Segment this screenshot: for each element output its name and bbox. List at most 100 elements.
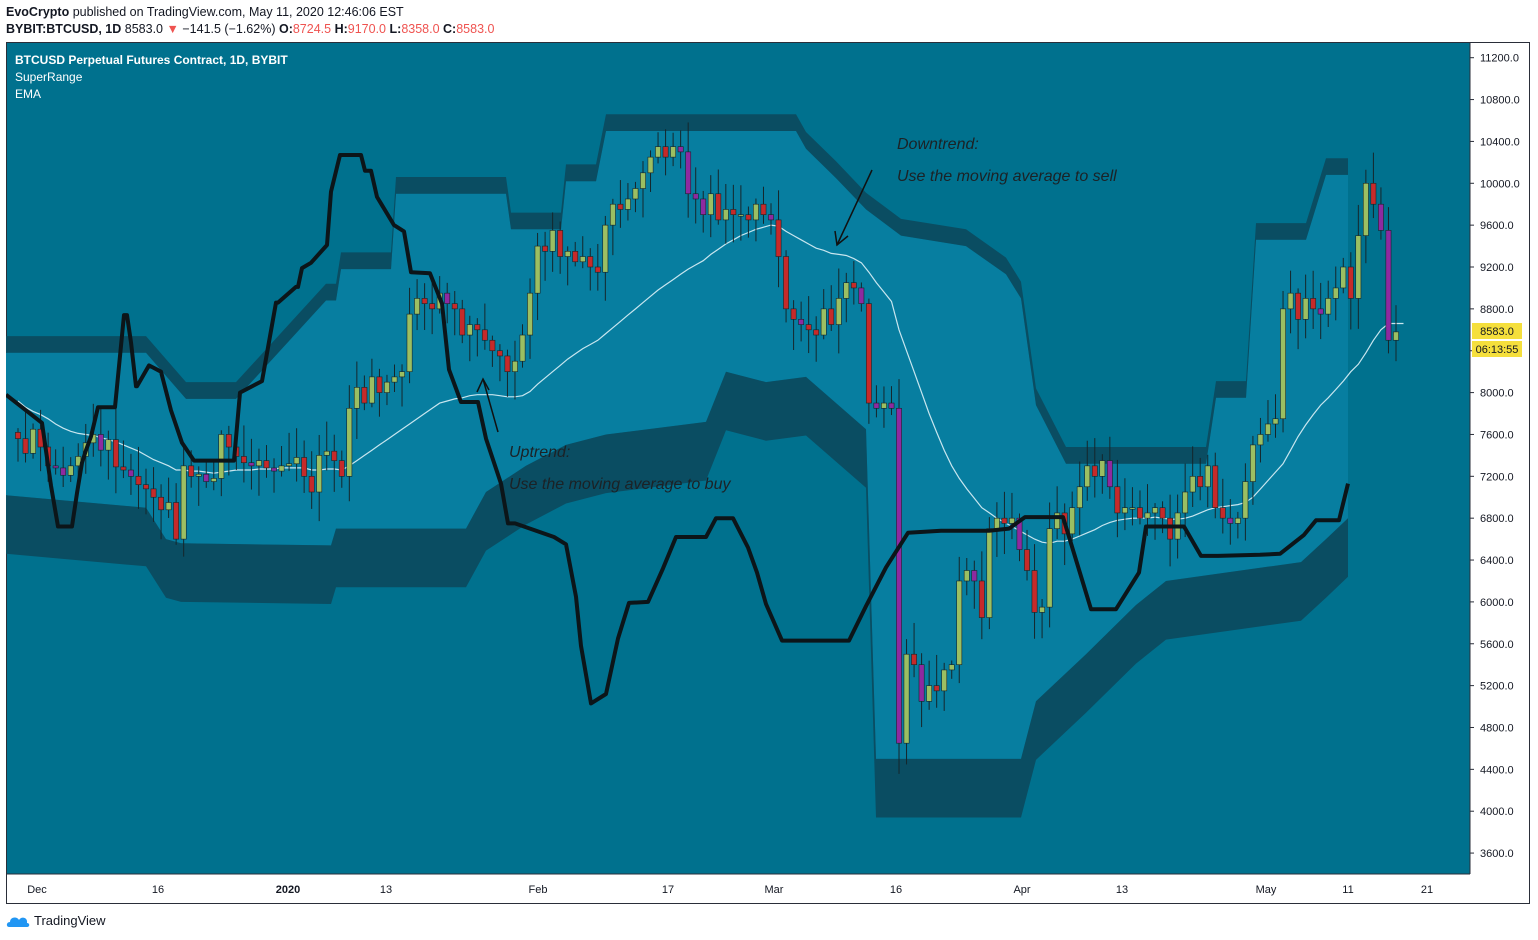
time-axis[interactable] (6, 874, 1530, 904)
indicator-superrange[interactable]: SuperRange (15, 70, 83, 84)
candle-body (1362, 182, 1369, 236)
publish-line: EvoCrypto published on TradingView.com, … (6, 5, 404, 19)
candle-body (1099, 460, 1106, 477)
superrange-band-fill (6, 131, 1348, 759)
time-tick-label: Mar (765, 884, 784, 896)
price-tick-label: 5200.0 (1480, 681, 1514, 693)
candle-body (1129, 507, 1136, 510)
candle-body (1340, 266, 1347, 289)
price-axis[interactable] (1470, 42, 1530, 874)
candle-body (1152, 507, 1158, 514)
time-tick-label: May (1256, 884, 1277, 896)
time-tick-label: 16 (890, 884, 902, 896)
candle-body (1016, 517, 1023, 550)
candle-body (602, 224, 609, 273)
candle-body (316, 455, 323, 493)
candle-body (918, 664, 925, 702)
candle-body (1265, 423, 1271, 435)
candle-body (625, 198, 631, 210)
candle-body (188, 465, 195, 477)
price-tick-label: 7600.0 (1480, 429, 1514, 441)
candle-body (30, 428, 36, 454)
candle-body (926, 685, 933, 702)
time-tick-label: 13 (380, 884, 392, 896)
candle-body (1122, 507, 1128, 514)
time-tick-label: 17 (662, 884, 674, 896)
price-tick-label: 5600.0 (1480, 639, 1514, 651)
candle-body (399, 371, 405, 378)
candle-body (346, 407, 353, 477)
candle-body (128, 469, 134, 477)
time-tick-label: 11 (1342, 884, 1353, 896)
candle-body (1091, 465, 1098, 477)
candle-body (873, 402, 880, 409)
time-tick-label: 21 (1421, 884, 1433, 896)
candles (15, 122, 1399, 774)
candle-body (685, 151, 692, 195)
candle-body (1106, 460, 1113, 488)
candle-body (1197, 476, 1204, 488)
ohlc-line: BYBIT:BTCUSD, 1D 8583.0 ▼ −141.5 (−1.62%… (6, 22, 494, 36)
candle-body (737, 214, 744, 217)
candle-body (768, 214, 774, 221)
candle-body (135, 476, 142, 485)
candle-body (587, 256, 594, 268)
candle-body (203, 473, 210, 482)
candle-body (504, 355, 511, 372)
chart-container[interactable]: Downtrend: Use the moving average to sel… (4, 42, 1530, 904)
author-name[interactable]: EvoCrypto (6, 5, 70, 19)
open-value: 8724.5 (292, 22, 332, 36)
price-tick-label: 6400.0 (1480, 555, 1514, 567)
candle-body (248, 462, 255, 467)
candle-body (572, 251, 579, 263)
candle-body (579, 256, 586, 263)
candle-body (429, 303, 436, 310)
price-chart[interactable]: Downtrend: Use the moving average to sel… (4, 42, 1530, 904)
candle-body (986, 528, 993, 618)
candle-body (1076, 486, 1083, 509)
candle-body (1114, 486, 1121, 514)
candle-body (1009, 517, 1015, 524)
price-tick-label: 6800.0 (1480, 513, 1514, 525)
supertrend-line (4, 153, 1350, 706)
candle-body (1310, 298, 1317, 310)
candle-body (225, 434, 232, 448)
price-tick-label: 7200.0 (1480, 471, 1514, 483)
candle-body (1001, 517, 1008, 524)
high-value: 9170.0 (347, 22, 387, 36)
candle-body (753, 203, 759, 221)
candle-body (1189, 476, 1196, 493)
candle-body (52, 465, 59, 469)
change-arrow-icon: ▼ (166, 22, 179, 36)
price-tick-label: 6000.0 (1480, 597, 1514, 609)
candle-body (655, 146, 661, 158)
candle-body (1370, 182, 1377, 205)
candle-body (384, 381, 390, 393)
candle-body (466, 324, 473, 336)
open-label: O: (278, 22, 293, 36)
indicator-ema[interactable]: EMA (15, 87, 41, 101)
candle-body (843, 282, 850, 299)
last-price-tag-text: 8583.0 (1480, 326, 1514, 338)
candle-body (798, 319, 805, 325)
candle-body (241, 456, 247, 464)
candle-body (1046, 528, 1053, 608)
candle-body (1347, 266, 1354, 299)
candle-body (60, 467, 67, 476)
candle-body (1295, 292, 1301, 320)
countdown-tag-text: 06:13:55 (1476, 344, 1519, 356)
candle-body (165, 502, 172, 511)
candle-body (745, 214, 752, 221)
candle-body (783, 256, 789, 310)
candle-body (263, 460, 270, 469)
uptrend-arrow (476, 377, 499, 433)
candle-body (632, 188, 639, 200)
footer-brand[interactable]: TradingView (34, 913, 106, 928)
tradingview-logo-icon (6, 917, 30, 927)
price-tick-label: 11200.0 (1480, 53, 1519, 65)
candle-body (1204, 465, 1211, 488)
candle-body (195, 473, 202, 477)
candle-body (286, 463, 292, 467)
candle-body (512, 360, 518, 372)
time-tick-label: Dec (27, 884, 47, 896)
